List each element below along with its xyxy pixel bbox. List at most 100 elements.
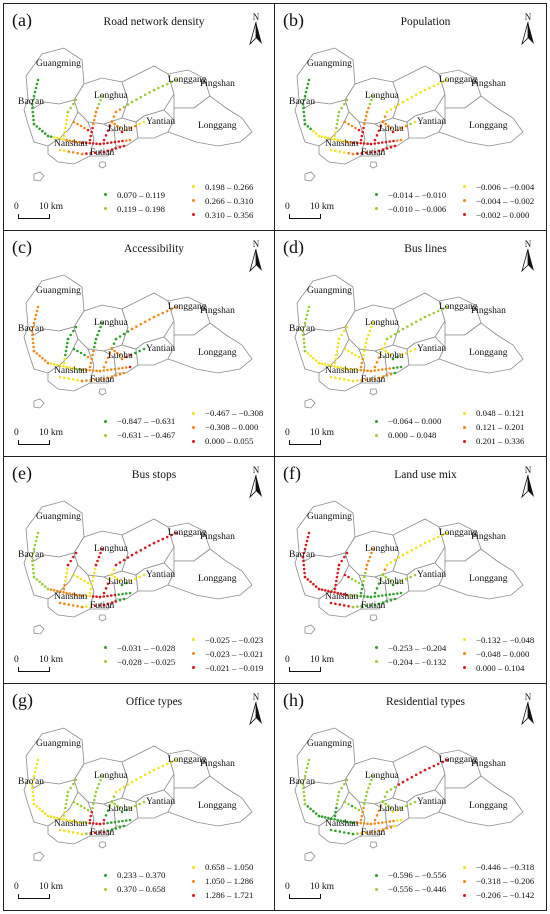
- station-point: [84, 368, 88, 371]
- station-point: [62, 134, 66, 138]
- station-point: [76, 122, 79, 126]
- station-point: [94, 790, 98, 793]
- station-point: [306, 309, 310, 312]
- legend-item: −0.031 – −0.028: [104, 643, 175, 653]
- station-point: [377, 602, 381, 606]
- panel-title: Residential types: [386, 695, 465, 708]
- station-point: [349, 593, 352, 597]
- station-point: [345, 778, 349, 781]
- station-point: [66, 567, 69, 571]
- station-point: [174, 305, 178, 308]
- station-point: [399, 818, 403, 821]
- station-point: [373, 138, 377, 142]
- station-point: [113, 349, 116, 352]
- island-outline: [304, 398, 316, 408]
- station-point: [323, 136, 327, 139]
- station-point: [118, 598, 122, 602]
- station-point: [404, 577, 408, 581]
- district-label: Guangming: [307, 739, 352, 749]
- legend-label: −0.006 – −0.004: [476, 181, 535, 192]
- station-point: [345, 593, 349, 597]
- station-point: [125, 808, 128, 811]
- station-point: [335, 575, 339, 579]
- station-point: [342, 830, 346, 834]
- legend-label: −0.467 – −0.308: [205, 408, 264, 418]
- legend-label: −0.446 – −0.318: [476, 862, 535, 872]
- district-label: Luohu: [108, 577, 133, 587]
- station-point: [106, 149, 110, 153]
- station-point: [387, 804, 390, 807]
- station-point: [343, 347, 347, 350]
- station-point: [357, 581, 361, 585]
- station-point: [336, 571, 339, 575]
- station-point: [63, 149, 66, 153]
- station-point: [368, 555, 372, 559]
- station-point: [125, 581, 128, 585]
- station-point: [98, 604, 101, 607]
- station-point: [31, 333, 34, 336]
- station-point: [92, 349, 95, 352]
- district-label: Pingshan: [471, 759, 506, 769]
- station-point: [161, 84, 165, 88]
- station-point: [31, 341, 35, 344]
- district-label: Nanshan: [325, 366, 358, 376]
- station-point: [98, 142, 102, 146]
- station-point: [333, 814, 337, 817]
- district-label: Bao'an: [18, 550, 44, 560]
- station-point: [419, 91, 422, 94]
- station-point: [309, 354, 312, 357]
- station-point: [356, 605, 359, 608]
- station-point: [64, 575, 68, 579]
- legend-item: −0.206 – −0.142: [463, 890, 534, 900]
- legend-item: −0.847 – −0.631: [104, 416, 175, 426]
- station-point: [62, 361, 66, 364]
- station-point: [92, 802, 95, 805]
- district-label: Pingshan: [471, 532, 506, 542]
- station-point: [441, 80, 444, 84]
- station-point: [174, 758, 178, 761]
- scale-ten-km: 10 km: [310, 201, 335, 212]
- district-label: Yantian: [417, 344, 446, 354]
- station-point: [363, 345, 367, 348]
- station-point: [301, 782, 305, 785]
- station-point: [91, 126, 94, 130]
- legend-label: −0.253 – −0.204: [388, 642, 447, 653]
- station-point: [413, 347, 417, 350]
- station-point: [385, 600, 389, 603]
- station-point: [63, 130, 66, 134]
- station-point: [303, 575, 307, 579]
- station-point: [366, 368, 369, 372]
- north-arrow-icon: N: [518, 692, 538, 731]
- station-point: [377, 129, 381, 132]
- station-point: [343, 782, 346, 785]
- district-label: Yantian: [417, 117, 446, 127]
- station-point: [306, 535, 310, 539]
- station-point: [71, 140, 75, 143]
- station-point: [83, 579, 86, 583]
- station-point: [345, 820, 349, 823]
- legend-dot-icon: [375, 646, 378, 649]
- legend-dot-icon: [192, 652, 195, 655]
- district-map: GuangmingBao'anLonghuaLonggangPingshanLu…: [18, 274, 253, 408]
- station-point: [93, 341, 97, 344]
- station-point: [35, 82, 39, 86]
- panel-title: Office types: [125, 695, 183, 708]
- station-point: [329, 148, 333, 152]
- station-point: [35, 351, 39, 355]
- station-point: [165, 309, 169, 312]
- station-point: [109, 367, 113, 371]
- district-label: Longgang: [439, 755, 478, 765]
- station-point: [410, 95, 414, 99]
- station-point: [302, 778, 306, 781]
- station-point: [135, 777, 138, 781]
- station-point: [174, 531, 178, 535]
- station-point: [118, 145, 122, 149]
- station-point: [301, 555, 305, 559]
- station-point: [120, 583, 124, 587]
- district-label: Yantian: [146, 797, 175, 807]
- island-outline: [369, 161, 378, 169]
- station-point: [367, 333, 370, 336]
- legend-label: 0.048 – 0.121: [476, 408, 525, 418]
- station-point: [102, 818, 106, 821]
- station-point: [93, 114, 97, 118]
